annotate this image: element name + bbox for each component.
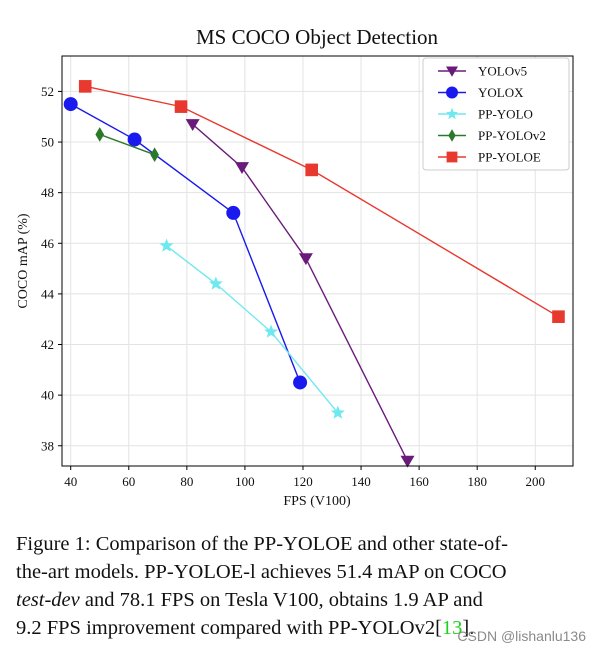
legend-box: [422, 57, 570, 171]
x-tick-label: 40: [64, 474, 77, 489]
series-line: [70, 103, 301, 383]
data-point: [552, 310, 565, 323]
x-tick-label: 180: [467, 474, 487, 489]
x-ticks: 40 60 80 100 120 140 160 180 200: [64, 466, 545, 489]
caption-reference-link[interactable]: 13: [441, 617, 463, 639]
series-pp-yolo: [159, 238, 345, 419]
data-point: [95, 127, 105, 142]
series-yolov5: [185, 119, 415, 468]
x-tick-label: 160: [409, 474, 429, 489]
series-pp-yoloe: [78, 80, 565, 323]
chart-title: MS COCO Object Detection: [196, 25, 439, 49]
data-point: [208, 276, 223, 290]
series-lines: [63, 80, 565, 468]
x-axis-label: FPS (V100): [283, 494, 351, 509]
data-point: [293, 375, 308, 390]
data-point: [400, 455, 415, 468]
y-tick-label: 46: [41, 236, 55, 251]
data-point: [305, 163, 318, 177]
x-tick-label: 200: [526, 474, 546, 489]
data-point: [185, 119, 200, 131]
legend-marker: [446, 151, 458, 163]
caption-line-4: 9.2 FPS improvement compared with PP-YOL…: [16, 614, 588, 642]
legend: YOLOv5 YOLOX PP-YOLO PP-YOLOv2 PP-YOLOE: [422, 57, 570, 171]
caption-line-3-rest: and 78.1 FPS on Tesla V100, obtains 1.9 …: [79, 589, 483, 611]
legend-label: YOLOv5: [478, 64, 527, 79]
y-tick-label: 38: [41, 438, 54, 453]
x-tick-label: 60: [122, 474, 135, 489]
figure-caption: Figure 1: Comparison of the PP-YOLOE and…: [16, 530, 588, 642]
data-point: [330, 405, 345, 419]
y-tick-label: 48: [41, 185, 54, 200]
y-ticks: 38 40 42 44 46 48 50 52: [41, 84, 62, 453]
data-point: [150, 147, 159, 163]
plot-frame: [61, 55, 574, 467]
legend-item: PP-YOLO: [438, 107, 533, 122]
legend-item: YOLOX: [438, 85, 524, 100]
data-point: [298, 253, 313, 266]
x-tick-label: 80: [180, 474, 193, 489]
caption-line-3: test-dev and 78.1 FPS on Tesla V100, obt…: [16, 586, 588, 614]
data-point: [63, 97, 78, 112]
legend-label: PP-YOLOv2: [478, 128, 546, 143]
y-tick-label: 40: [41, 388, 54, 403]
y-tick-label: 52: [41, 84, 54, 99]
data-point: [127, 132, 142, 147]
series-line: [192, 123, 409, 462]
series-line: [166, 245, 339, 414]
grid: [62, 56, 573, 466]
legend-item: YOLOv5: [438, 64, 527, 79]
caption-line-1: Figure 1: Comparison of the PP-YOLOE and…: [16, 533, 508, 555]
x-tick-label: 100: [235, 474, 255, 489]
caption-italic: test-dev: [16, 589, 80, 611]
legend-marker: [446, 86, 458, 99]
legend-item: PP-YOLOv2: [438, 128, 546, 143]
legend-label: YOLOX: [478, 85, 524, 100]
caption-line-2: the-art models. PP-YOLOE-l achieves 51.4…: [16, 561, 507, 583]
data-point: [264, 324, 279, 338]
y-tick-label: 44: [41, 286, 55, 301]
y-tick-label: 42: [41, 337, 54, 352]
legend-marker: [446, 107, 458, 120]
data-point: [159, 238, 174, 252]
caption-line-4-pre: 9.2 FPS improvement compared with PP-YOL…: [16, 617, 442, 639]
watermark: CSDN @lishanlu136: [457, 628, 586, 644]
data-point: [78, 80, 92, 93]
series-line: [99, 133, 155, 156]
y-axis-label: COCO mAP (%): [16, 213, 31, 308]
series-yolox: [63, 97, 308, 390]
x-tick-label: 140: [351, 474, 371, 489]
legend-marker: [446, 66, 458, 77]
caption-line-4-post: ].: [462, 617, 475, 639]
chart: MS COCO Object Detection 40 60 80 100 120 140…: [16, 25, 574, 509]
data-point: [235, 162, 250, 175]
data-point: [226, 205, 241, 220]
legend-item: PP-YOLOE: [438, 150, 541, 165]
series-pp-yolov2: [95, 127, 159, 163]
data-point: [174, 100, 188, 113]
x-tick-label: 120: [293, 474, 313, 489]
legend-marker: [448, 129, 456, 142]
legend-label: PP-YOLO: [478, 107, 533, 122]
y-tick-label: 50: [41, 135, 54, 150]
series-line: [85, 85, 559, 318]
legend-label: PP-YOLOE: [478, 150, 541, 165]
